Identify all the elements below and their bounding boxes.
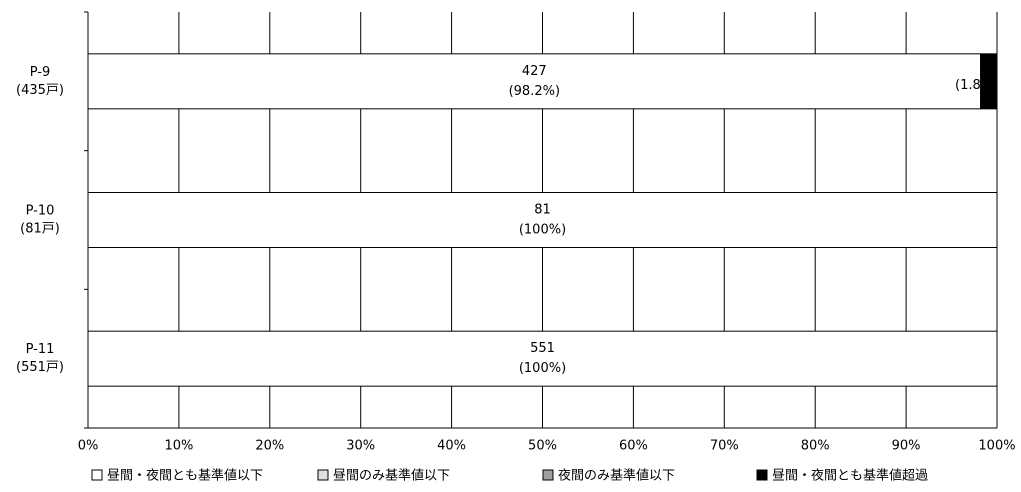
legend-label: 昼間のみ基準値以下 — [333, 468, 450, 484]
value-label: (98.2%) — [509, 84, 560, 99]
y-tick-label: P-9 — [30, 65, 51, 80]
y-tick-label: (81戸) — [20, 222, 60, 237]
value-label: 81 — [534, 203, 551, 218]
bar — [87, 330, 998, 387]
x-tick-label: 20% — [255, 439, 284, 454]
legend-swatch — [317, 469, 329, 481]
x-tick-label: 10% — [164, 439, 193, 454]
x-tick-label: 40% — [437, 439, 466, 454]
bar — [980, 53, 998, 110]
bar — [87, 192, 998, 248]
value-label: 427 — [522, 64, 547, 79]
value-label: 551 — [530, 341, 555, 356]
x-tick-label: 60% — [619, 439, 648, 454]
legend-label: 昼間・夜間とも基準値以下 — [107, 468, 263, 484]
x-tick-label: 90% — [892, 439, 921, 454]
x-tick-label: 100% — [978, 439, 1015, 454]
y-tick-label: (551戸) — [16, 360, 64, 375]
legend-swatch — [91, 469, 103, 481]
x-tick-label: 70% — [710, 439, 739, 454]
x-tick-label: 50% — [528, 439, 557, 454]
legend-swatch — [756, 469, 768, 481]
x-tick-label: 0% — [78, 439, 99, 454]
y-tick-label: P-11 — [26, 342, 55, 357]
value-label: (100%) — [519, 361, 566, 376]
y-tick-label: (435戸) — [16, 83, 64, 98]
value-label: (100%) — [519, 223, 566, 238]
bar — [87, 53, 982, 110]
x-tick-label: 80% — [801, 439, 830, 454]
legend-swatch — [542, 469, 554, 481]
y-tick-label: P-10 — [26, 204, 55, 219]
x-tick-label: 30% — [346, 439, 375, 454]
legend-label: 昼間・夜間とも基準値超過 — [772, 468, 928, 484]
legend-label: 夜間のみ基準値以下 — [558, 468, 675, 484]
